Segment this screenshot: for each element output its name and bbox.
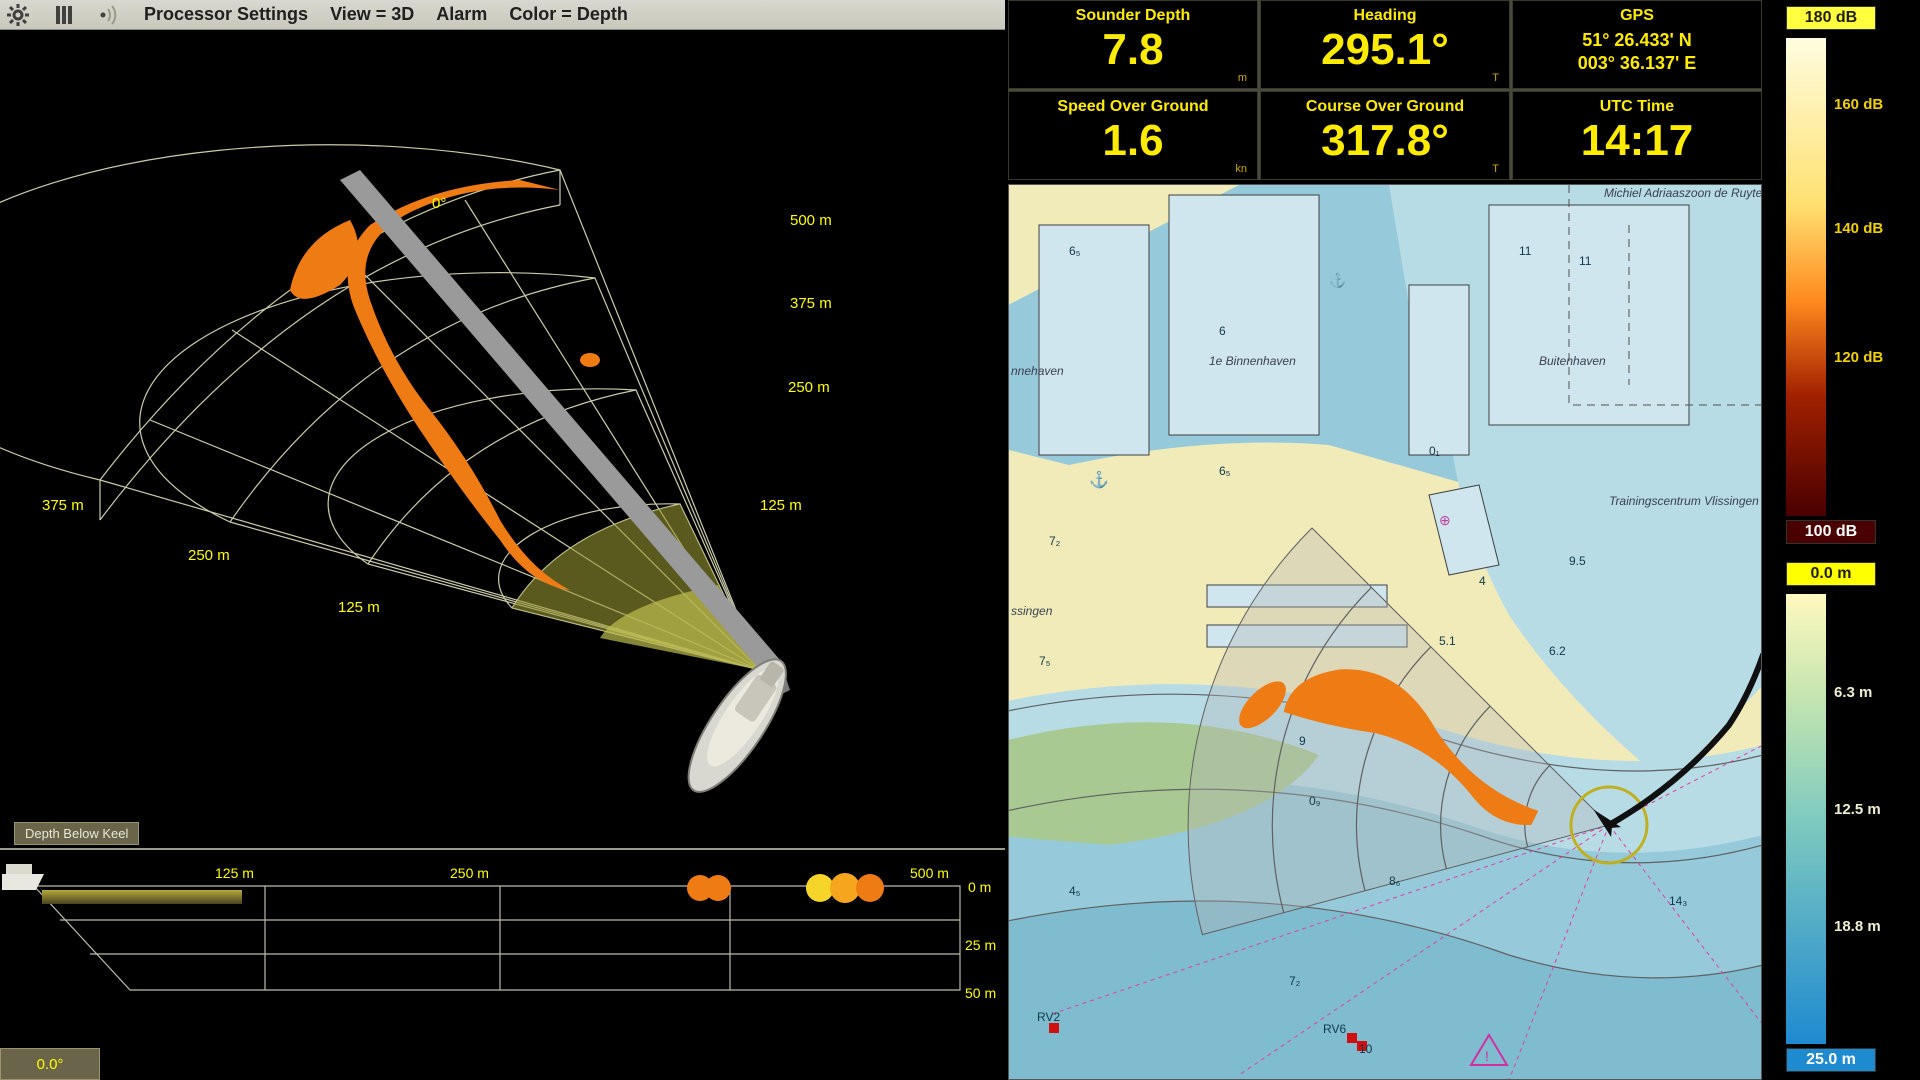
- svg-text:11: 11: [1579, 254, 1592, 268]
- svg-text:4₅: 4₅: [1069, 884, 1081, 898]
- zero-marker: 0°: [432, 195, 446, 212]
- depth-bot-chip: 25.0 m: [1786, 1048, 1876, 1072]
- svg-text:6.2: 6.2: [1549, 644, 1566, 658]
- svg-text:Buitenhaven: Buitenhaven: [1539, 354, 1606, 368]
- svg-text:500 m: 500 m: [910, 865, 949, 881]
- svg-text:5.1: 5.1: [1439, 634, 1456, 648]
- cell-sounder-depth[interactable]: Sounder Depth 7.8 m: [1008, 0, 1258, 89]
- svg-text:7₂: 7₂: [1049, 534, 1061, 548]
- gps-value: 51° 26.433' N003° 36.137' E: [1578, 29, 1697, 74]
- depth-profile-view[interactable]: 125 m 250 m 500 m 0 m 25 m 50 m: [0, 848, 1005, 1018]
- svg-text:9: 9: [1299, 734, 1306, 748]
- chart-view[interactable]: RV2 RV6 ! 1e Binnenhaven Buitenhaven nne…: [1008, 184, 1762, 1080]
- top-toolbar: Processor Settings View = 3D Alarm Color…: [0, 0, 1005, 30]
- svg-text:4: 4: [1479, 574, 1486, 588]
- menu-color[interactable]: Color = Depth: [509, 4, 628, 25]
- svg-text:125 m: 125 m: [760, 497, 802, 514]
- svg-text:ssingen: ssingen: [1011, 604, 1053, 618]
- profile-echoes: [687, 873, 884, 903]
- depth-below-keel-button[interactable]: Depth Below Keel: [14, 822, 139, 845]
- svg-text:RV6: RV6: [1323, 1022, 1346, 1036]
- svg-text:⚓: ⚓: [1329, 272, 1346, 289]
- svg-text:500 m: 500 m: [790, 212, 832, 229]
- cell-heading[interactable]: Heading 295.1° T: [1260, 0, 1510, 89]
- legend-column: 180 dB 100 dB 0.0 m 25.0 m 160 dB140 dB1…: [1768, 0, 1920, 1080]
- svg-text:!: !: [1485, 1048, 1489, 1064]
- svg-text:1e Binnenhaven: 1e Binnenhaven: [1209, 354, 1296, 368]
- svg-text:0₉: 0₉: [1309, 794, 1321, 808]
- cell-sog[interactable]: Speed Over Ground 1.6 kn: [1008, 91, 1258, 180]
- cell-gps[interactable]: GPS 51° 26.433' N003° 36.137' E: [1512, 0, 1762, 89]
- svg-text:6: 6: [1219, 324, 1226, 338]
- db-top-chip: 180 dB: [1786, 6, 1876, 30]
- cell-utc[interactable]: UTC Time 14:17: [1512, 91, 1762, 180]
- svg-text:0₁: 0₁: [1429, 444, 1440, 458]
- svg-text:7₂: 7₂: [1289, 974, 1301, 988]
- svg-text:375 m: 375 m: [42, 497, 84, 514]
- svg-text:⚓: ⚓: [1089, 470, 1109, 489]
- cell-cog[interactable]: Course Over Ground 317.8° T: [1260, 91, 1510, 180]
- svg-text:250 m: 250 m: [450, 865, 489, 881]
- svg-text:⊕: ⊕: [1439, 512, 1451, 528]
- svg-text:25 m: 25 m: [965, 937, 996, 953]
- sonar-3d-view[interactable]: 0° 500 m 375 m 250 m 125 m 375 m 250 m 1…: [0, 30, 1005, 838]
- db-bot-chip: 100 dB: [1786, 520, 1876, 544]
- svg-text:375 m: 375 m: [790, 295, 832, 312]
- depth-top-chip: 0.0 m: [1786, 562, 1876, 586]
- menu-alarm[interactable]: Alarm: [436, 4, 487, 25]
- svg-text:7₅: 7₅: [1039, 654, 1051, 668]
- svg-text:6₅: 6₅: [1069, 244, 1081, 258]
- svg-text:RV2: RV2: [1037, 1010, 1060, 1024]
- signal-icon[interactable]: [98, 3, 122, 27]
- svg-text:Michiel Adriaaszoon de Ruyter: Michiel Adriaaszoon de Ruyter kazerne: [1604, 186, 1762, 200]
- svg-text:6₅: 6₅: [1219, 464, 1231, 478]
- svg-text:0 m: 0 m: [968, 879, 991, 895]
- svg-text:125 m: 125 m: [338, 599, 380, 616]
- svg-text:10: 10: [1359, 1042, 1373, 1056]
- heading-readout: 0.0°: [0, 1048, 100, 1080]
- db-gradient-bar: [1786, 38, 1826, 516]
- depth-gradient-bar: [1786, 594, 1826, 1044]
- svg-text:Trainingscentrum Vlissingen: Trainingscentrum Vlissingen: [1609, 494, 1759, 508]
- svg-text:125 m: 125 m: [215, 865, 254, 881]
- gear-icon[interactable]: [6, 3, 30, 27]
- svg-text:8₆: 8₆: [1389, 874, 1401, 888]
- svg-text:14₃: 14₃: [1669, 894, 1687, 908]
- svg-text:nnehaven: nnehaven: [1011, 364, 1064, 378]
- nav-dashboard: Sounder Depth 7.8 m Heading 295.1° T GPS…: [1008, 0, 1762, 180]
- menu-processor-settings[interactable]: Processor Settings: [144, 4, 308, 25]
- svg-text:250 m: 250 m: [188, 547, 230, 564]
- svg-text:9.5: 9.5: [1569, 554, 1586, 568]
- menu-view[interactable]: View = 3D: [330, 4, 414, 25]
- svg-text:11: 11: [1519, 244, 1532, 258]
- bars-icon[interactable]: [52, 3, 76, 27]
- svg-text:250 m: 250 m: [788, 379, 830, 396]
- svg-text:50 m: 50 m: [965, 985, 996, 1001]
